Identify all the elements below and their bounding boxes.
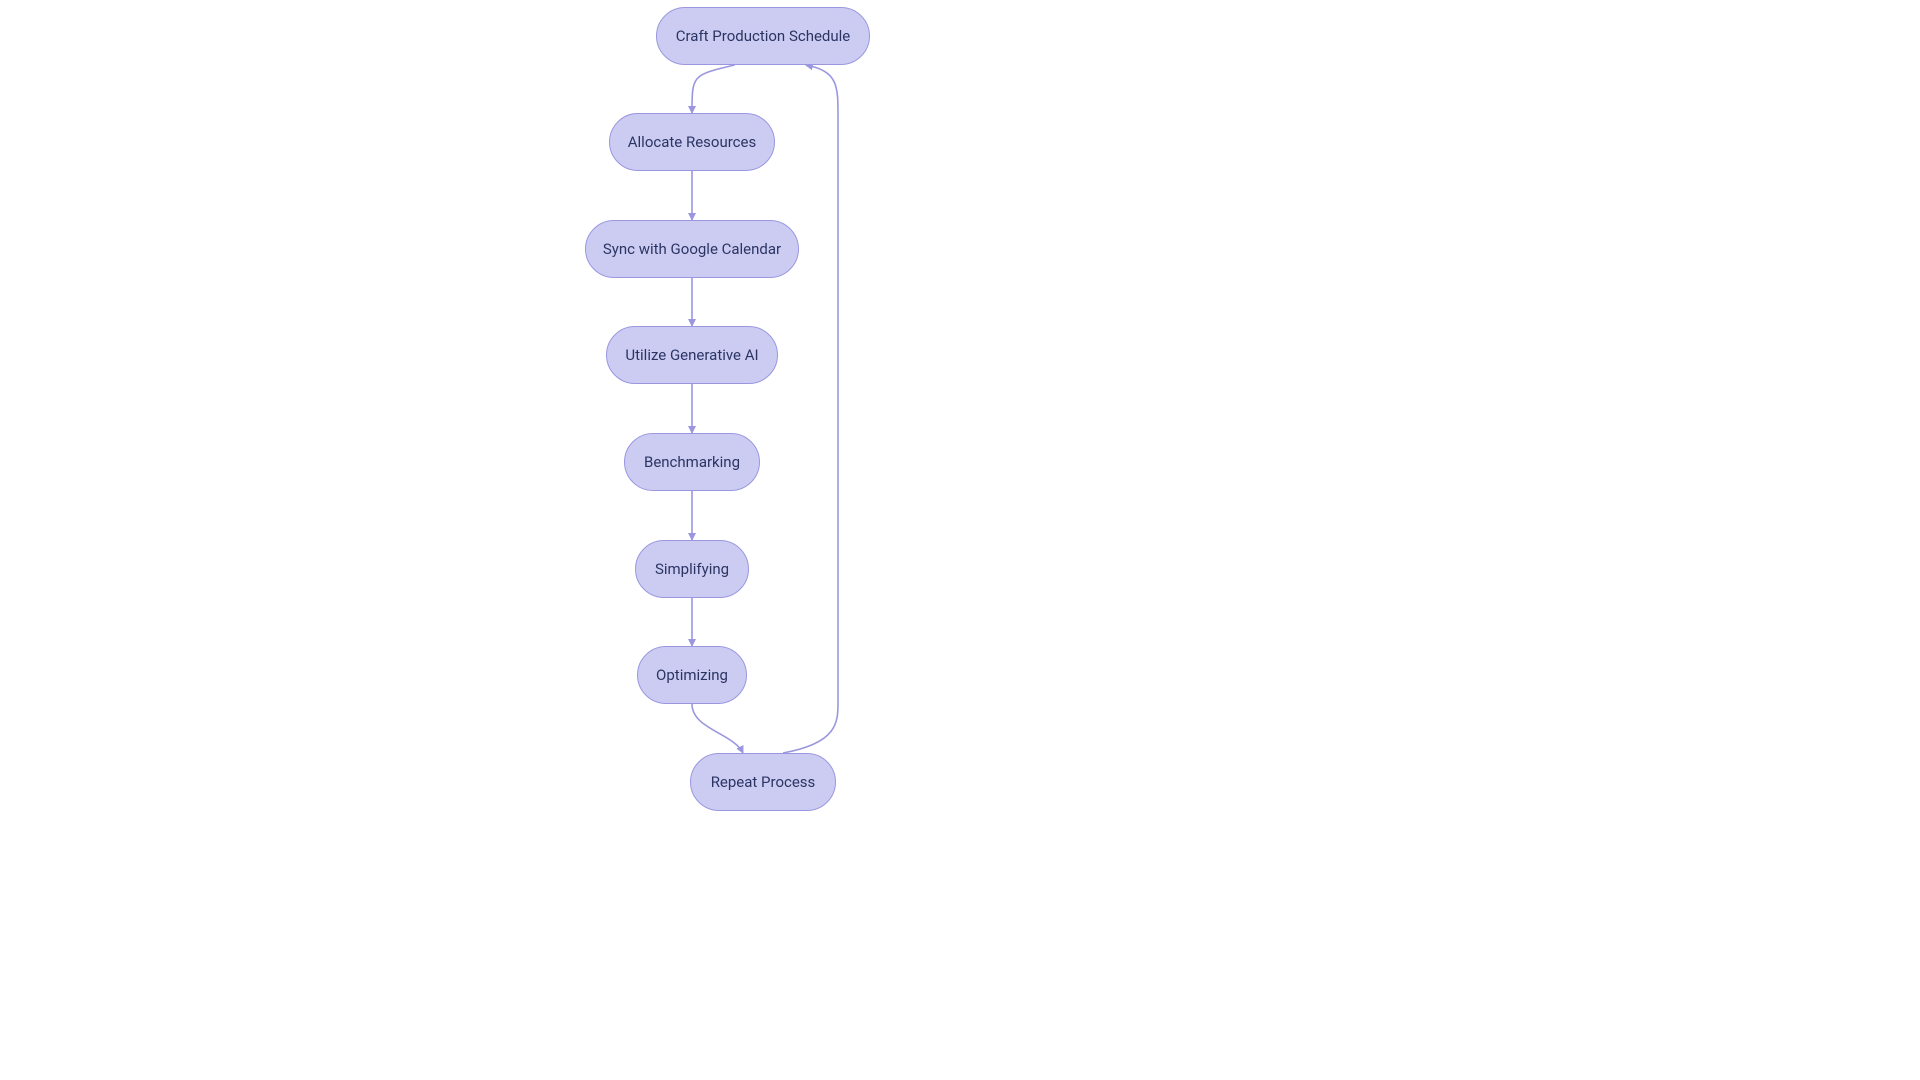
flowchart-edges — [0, 0, 1920, 1080]
flowchart-node: Optimizing — [637, 646, 747, 704]
flowchart-node-label: Repeat Process — [711, 773, 816, 791]
flowchart-node: Allocate Resources — [609, 113, 775, 171]
flowchart-edge — [692, 704, 743, 753]
flowchart-node: Craft Production Schedule — [656, 7, 870, 65]
flowchart-canvas: Craft Production Schedule Allocate Resour… — [0, 0, 1920, 1080]
flowchart-node: Simplifying — [635, 540, 749, 598]
flowchart-node-label: Allocate Resources — [628, 133, 756, 151]
flowchart-node-label: Simplifying — [655, 560, 729, 578]
flowchart-node: Repeat Process — [690, 753, 836, 811]
flowchart-edge — [692, 65, 735, 113]
flowchart-node-label: Utilize Generative AI — [625, 346, 758, 364]
flowchart-node-label: Craft Production Schedule — [676, 27, 851, 45]
flowchart-node: Sync with Google Calendar — [585, 220, 799, 278]
flowchart-node-label: Optimizing — [656, 666, 728, 684]
flowchart-node-label: Sync with Google Calendar — [603, 240, 781, 258]
flowchart-node: Utilize Generative AI — [606, 326, 778, 384]
flowchart-node-label: Benchmarking — [644, 453, 740, 471]
flowchart-edge — [783, 65, 838, 753]
flowchart-node: Benchmarking — [624, 433, 760, 491]
